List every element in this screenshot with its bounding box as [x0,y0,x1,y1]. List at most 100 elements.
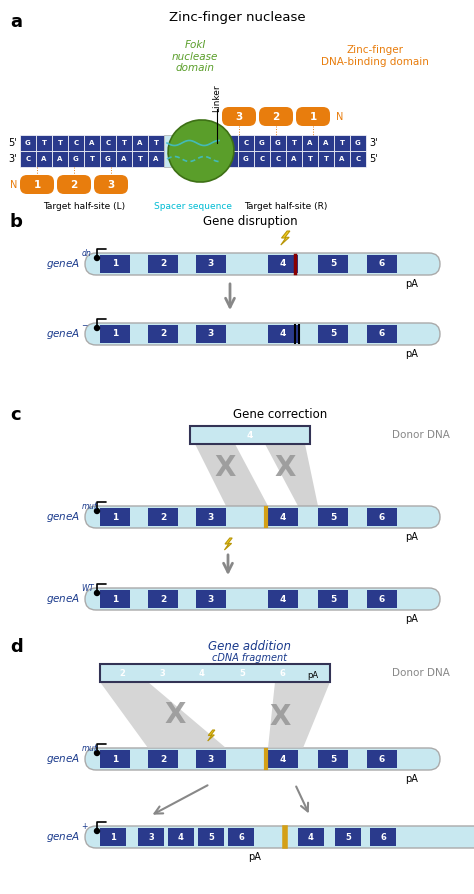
Text: 6: 6 [379,330,385,339]
Text: X: X [214,454,236,482]
Text: 5: 5 [330,512,336,521]
Polygon shape [268,682,330,748]
FancyBboxPatch shape [85,826,474,848]
Bar [196,325,226,343]
Text: 2: 2 [160,259,166,268]
Bar [196,508,226,526]
Bar [334,151,350,167]
Bar [100,151,116,167]
Bar [100,325,130,343]
Bar [268,325,298,343]
Circle shape [94,590,100,596]
Text: 1: 1 [112,595,118,603]
Text: b: b [10,213,23,231]
Text: $\mathit{mut}$: $\mathit{mut}$ [81,500,99,511]
Bar [100,750,130,768]
Text: 2: 2 [160,595,166,603]
Text: T: T [90,156,94,162]
Text: A: A [121,156,127,162]
Bar [198,828,224,846]
Bar [148,151,164,167]
Bar [148,325,178,343]
Text: $\mathit{geneA}$: $\mathit{geneA}$ [46,327,80,341]
Text: cDNA fragment: cDNA fragment [212,653,288,663]
FancyBboxPatch shape [20,175,54,194]
Bar [68,151,84,167]
Polygon shape [100,682,226,748]
Bar [254,135,270,151]
Text: 3: 3 [236,112,243,122]
Bar [334,135,350,151]
Bar [84,151,100,167]
Bar [52,151,68,167]
Text: 3: 3 [148,832,154,841]
Bar [318,750,348,768]
Bar [367,255,397,273]
Text: A: A [57,156,63,162]
Text: 6: 6 [380,832,386,841]
Text: 6: 6 [238,832,244,841]
FancyBboxPatch shape [85,323,440,345]
Bar [268,750,298,768]
Bar [238,135,254,151]
Bar [228,828,254,846]
Bar [20,151,36,167]
Text: C: C [275,156,281,162]
Text: T: T [121,140,127,146]
FancyBboxPatch shape [85,748,440,770]
Bar [148,255,178,273]
Text: $\mathit{geneA}$: $\mathit{geneA}$ [46,510,80,524]
Text: 3': 3' [369,138,378,148]
Bar [196,590,226,608]
Text: A: A [339,156,345,162]
Text: G: G [243,156,249,162]
Text: G: G [275,140,281,146]
Bar [116,135,132,151]
Text: d: d [10,638,23,656]
Text: 4: 4 [280,259,286,268]
Bar [318,590,348,608]
Bar [36,151,52,167]
Bar [318,325,348,343]
Text: T: T [308,156,312,162]
Bar [68,135,84,151]
Bar [148,508,178,526]
Text: pA: pA [248,852,262,862]
Text: 1: 1 [310,112,317,122]
Text: N: N [9,180,17,190]
Bar [148,750,178,768]
Text: A: A [137,140,143,146]
Bar [100,828,126,846]
Polygon shape [224,538,232,550]
Circle shape [94,508,100,514]
Text: 6: 6 [379,755,385,763]
Text: 5: 5 [345,832,351,841]
Text: C: C [105,140,110,146]
Text: 3': 3' [9,154,17,164]
Text: 6: 6 [379,595,385,603]
Bar [164,135,222,167]
Bar [100,135,116,151]
Bar [318,508,348,526]
Text: A: A [323,140,328,146]
Text: 2: 2 [160,330,166,339]
Text: pA: pA [307,670,318,679]
Text: 4: 4 [178,832,184,841]
Text: 4: 4 [280,330,286,339]
Bar [108,666,136,680]
Bar [222,135,238,151]
Text: X: X [164,701,186,729]
Bar [268,255,298,273]
Text: G: G [259,140,265,146]
Text: X: X [274,454,296,482]
Text: Target half-site (L): Target half-site (L) [43,202,125,211]
Text: C: C [228,156,233,162]
Text: A: A [153,156,159,162]
Bar [228,666,256,680]
Bar [132,135,148,151]
Text: G: G [105,156,111,162]
Text: T: T [57,140,63,146]
Text: 2: 2 [70,180,78,190]
Circle shape [94,828,100,834]
Text: 1: 1 [112,512,118,521]
